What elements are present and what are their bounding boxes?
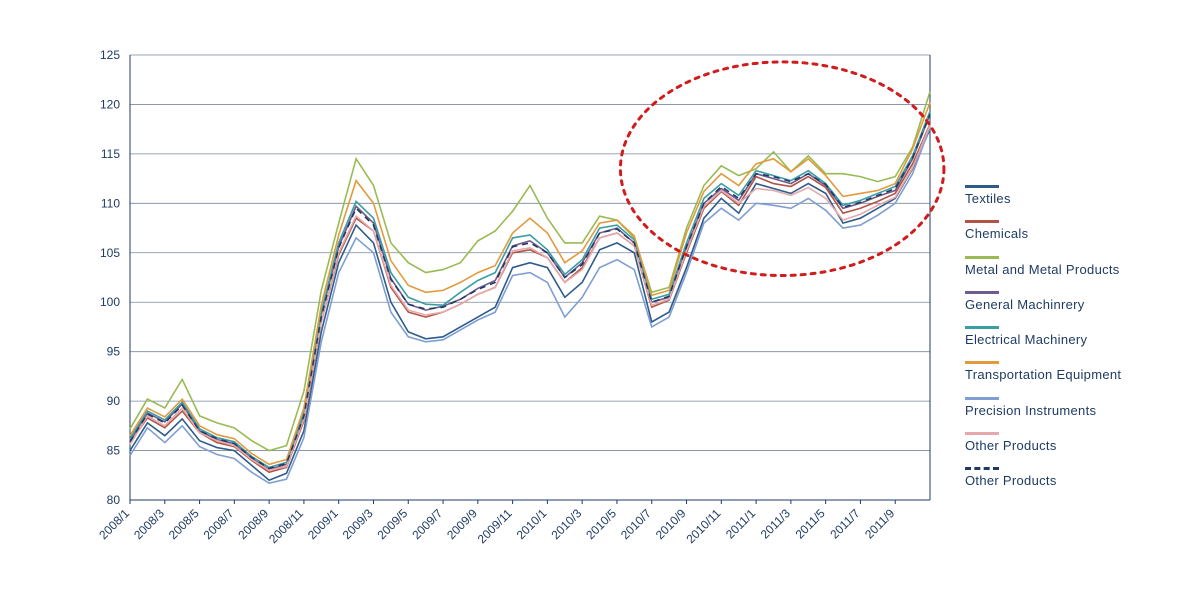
legend-label: Textiles [965, 192, 1011, 206]
legend-label: Other Products [965, 439, 1057, 453]
y-tick-label: 100 [100, 295, 120, 309]
legend-item: Transportation Equipment [965, 361, 1121, 382]
legend-item: Metal and Metal Products [965, 256, 1121, 277]
x-tick-label: 2008/7 [201, 506, 237, 542]
x-tick-label: 2010/11 [683, 506, 723, 546]
legend-label: Metal and Metal Products [965, 263, 1120, 277]
legend-swatch [965, 432, 999, 435]
legend-swatch [965, 467, 999, 470]
x-tick-label: 2010/3 [548, 506, 584, 542]
legend-label: Chemicals [965, 227, 1028, 241]
x-tick-label: 2009/5 [375, 506, 411, 542]
legend-swatch [965, 256, 999, 259]
x-tick-label: 2009/11 [475, 506, 515, 546]
legend-swatch [965, 220, 999, 223]
series-line [130, 129, 930, 480]
legend-swatch [965, 291, 999, 294]
legend: Textiles Chemicals Metal and Metal Product… [965, 185, 1121, 503]
series-line [130, 92, 930, 451]
legend-swatch [965, 397, 999, 400]
y-tick-label: 90 [107, 394, 121, 408]
legend-item: Textiles [965, 185, 1121, 206]
x-tick-label: 2010/5 [583, 506, 619, 542]
x-tick-label: 2011/3 [758, 506, 793, 541]
x-tick-label: 2008/1 [96, 506, 132, 542]
legend-item: Electrical Machinery [965, 326, 1121, 347]
series-line [130, 114, 930, 468]
y-tick-label: 95 [107, 345, 121, 359]
legend-item: Other Products [965, 467, 1121, 488]
y-tick-label: 80 [107, 493, 121, 507]
legend-label: Electrical Machinery [965, 333, 1087, 347]
y-tick-label: 110 [101, 196, 120, 210]
legend-item: Chemicals [965, 220, 1121, 241]
x-tick-label: 2011/9 [862, 506, 897, 541]
x-tick-label: 2010/7 [618, 506, 654, 542]
series-line [130, 111, 930, 467]
legend-swatch [965, 361, 999, 364]
legend-label: Precision Instruments [965, 404, 1096, 418]
x-tick-label: 2008/11 [266, 506, 306, 546]
y-tick-label: 125 [100, 48, 120, 62]
x-tick-label: 2008/3 [131, 506, 167, 542]
x-tick-label: 2009/3 [340, 506, 376, 542]
x-tick-label: 2011/5 [793, 506, 828, 541]
annotation-ellipse [620, 62, 943, 276]
legend-label: General Machinrery [965, 298, 1085, 312]
y-tick-label: 85 [107, 444, 121, 458]
y-tick-label: 120 [100, 97, 120, 111]
legend-item: Other Products [965, 432, 1121, 453]
y-tick-label: 115 [101, 147, 120, 161]
legend-label: Other Products [965, 474, 1057, 488]
series-line [130, 114, 930, 469]
series-line [130, 124, 930, 472]
y-tick-label: 105 [100, 246, 120, 260]
legend-swatch [965, 185, 999, 188]
x-tick-label: 2009/7 [409, 506, 445, 542]
legend-label: Transportation Equipment [965, 368, 1121, 382]
x-tick-label: 2011/7 [827, 506, 862, 541]
x-tick-label: 2011/1 [723, 506, 758, 541]
x-tick-label: 2008/5 [166, 506, 202, 542]
legend-item: General Machinrery [965, 291, 1121, 312]
legend-swatch [965, 326, 999, 329]
series-line [130, 127, 930, 483]
page-root: 808590951001051101151201252008/12008/320… [0, 0, 1196, 590]
legend-item: Precision Instruments [965, 397, 1121, 418]
x-tick-label: 2010/1 [514, 506, 550, 542]
x-tick-label: 2009/1 [305, 506, 341, 542]
